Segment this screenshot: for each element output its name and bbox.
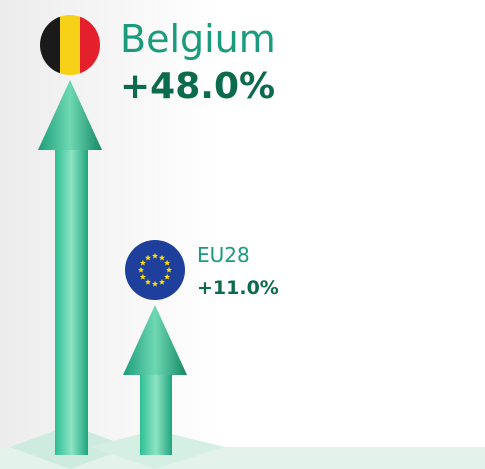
infographic: Belgium +48.0% EU28 +11.0% [0,0,485,469]
flag-eu [125,240,185,300]
page: Belgium +48.0% EU28 +11.0% (() => { cons… [0,0,485,469]
region-label: EU28 [197,243,250,267]
country-label: Belgium [120,17,276,61]
arrow-shaft [55,145,88,455]
arrow-shaft [140,370,172,455]
change-value: +48.0% [120,66,275,107]
flag-belgium [40,15,100,75]
change-value: +11.0% [197,277,279,299]
